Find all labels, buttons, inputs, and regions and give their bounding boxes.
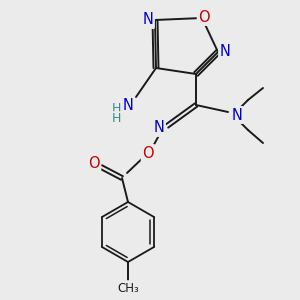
Text: N: N <box>142 13 153 28</box>
Text: O: O <box>88 155 100 170</box>
Text: O: O <box>142 146 154 160</box>
Text: CH₃: CH₃ <box>117 281 139 295</box>
Text: H: H <box>111 112 121 125</box>
Text: H: H <box>111 103 121 116</box>
Text: N: N <box>123 98 134 112</box>
Text: N: N <box>220 44 230 59</box>
Text: N: N <box>154 121 164 136</box>
Text: O: O <box>198 10 210 25</box>
Text: N: N <box>232 107 242 122</box>
